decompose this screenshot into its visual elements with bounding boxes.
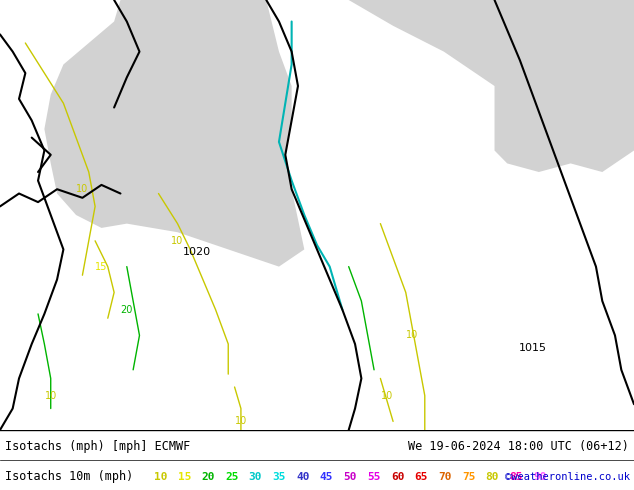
Text: 10: 10 xyxy=(76,184,89,194)
Text: 1015: 1015 xyxy=(519,343,547,353)
Text: 15: 15 xyxy=(95,262,108,271)
Polygon shape xyxy=(298,0,634,172)
Text: ©weatheronline.co.uk: ©weatheronline.co.uk xyxy=(505,471,630,482)
Text: 15: 15 xyxy=(178,471,191,482)
Text: 10: 10 xyxy=(406,330,418,341)
Text: 10: 10 xyxy=(154,471,167,482)
Text: 10: 10 xyxy=(380,391,393,401)
Polygon shape xyxy=(44,0,304,267)
Text: 10: 10 xyxy=(44,391,57,401)
Text: 65: 65 xyxy=(415,471,428,482)
Text: 10: 10 xyxy=(171,236,184,246)
Text: 80: 80 xyxy=(486,471,499,482)
Text: 25: 25 xyxy=(225,471,238,482)
Text: We 19-06-2024 18:00 UTC (06+12): We 19-06-2024 18:00 UTC (06+12) xyxy=(408,440,629,453)
Text: 90: 90 xyxy=(533,471,547,482)
Text: 10: 10 xyxy=(235,416,247,426)
Text: 30: 30 xyxy=(249,471,262,482)
Text: 35: 35 xyxy=(273,471,286,482)
Text: 70: 70 xyxy=(438,471,452,482)
Text: 55: 55 xyxy=(367,471,380,482)
Text: 85: 85 xyxy=(509,471,523,482)
Text: 40: 40 xyxy=(296,471,309,482)
Text: 20: 20 xyxy=(202,471,215,482)
Text: 20: 20 xyxy=(120,305,133,315)
Text: 45: 45 xyxy=(320,471,333,482)
Text: Isotachs 10m (mph): Isotachs 10m (mph) xyxy=(5,470,133,483)
Text: 75: 75 xyxy=(462,471,476,482)
Text: Isotachs (mph) [mph] ECMWF: Isotachs (mph) [mph] ECMWF xyxy=(5,440,190,453)
Text: 1020: 1020 xyxy=(183,246,210,257)
Text: 60: 60 xyxy=(391,471,404,482)
Text: 50: 50 xyxy=(344,471,357,482)
